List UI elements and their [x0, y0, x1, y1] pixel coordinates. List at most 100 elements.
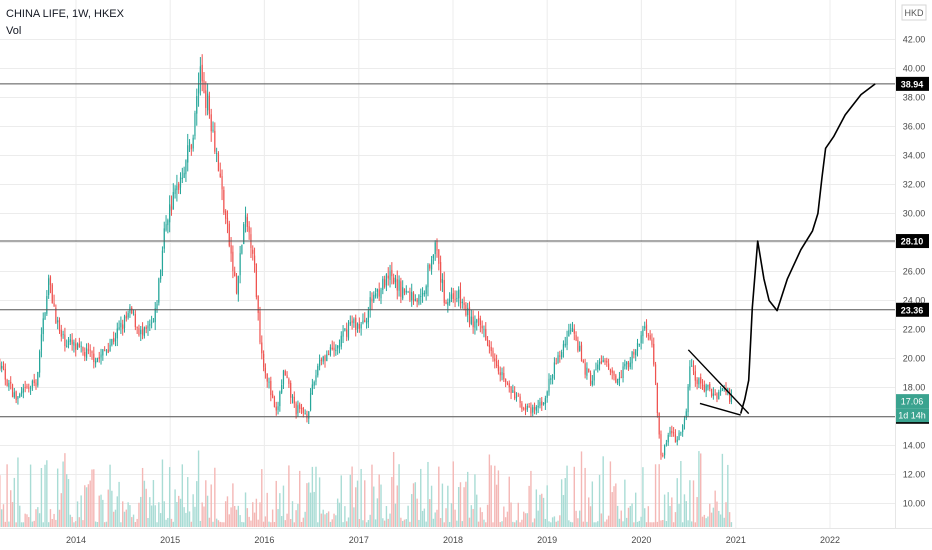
x-tick-label: 2018 [443, 535, 463, 545]
volume-bar [631, 503, 633, 527]
candle-body [479, 318, 481, 326]
candle-body [217, 153, 220, 172]
volume-bar [192, 494, 194, 527]
candle-body [138, 328, 140, 336]
candle-body [494, 358, 496, 362]
candle-body [145, 327, 147, 329]
volume-bar [434, 512, 436, 527]
volume-bar [411, 494, 413, 527]
volume-bar [38, 513, 41, 527]
volume-bar [340, 475, 342, 527]
candle-body [467, 308, 469, 316]
volume-bar [102, 499, 104, 527]
candle-body [611, 370, 613, 373]
candle-body [598, 361, 601, 365]
price-axis[interactable]: 42.0040.0038.0036.0034.0032.0030.0028.00… [903, 35, 926, 509]
volume-bar [692, 480, 695, 527]
trend-drawings[interactable] [687, 83, 876, 416]
candle-body [266, 373, 268, 382]
volume-bar [490, 465, 492, 527]
volume-bar [205, 480, 207, 527]
wedge-upper-trendline[interactable] [687, 349, 750, 415]
candle-body [241, 244, 243, 254]
volume-bar [705, 518, 707, 527]
candle-body [123, 316, 126, 329]
candle-body [49, 276, 52, 285]
candle-body [391, 269, 393, 277]
forecast-path[interactable] [739, 83, 876, 414]
volume-bar [662, 520, 664, 527]
volume-bar [2, 504, 5, 527]
candle-body [552, 374, 554, 379]
horizontal-lines[interactable] [0, 83, 895, 418]
volume-bar [66, 474, 68, 527]
volume-bar [85, 487, 88, 527]
candle-body [369, 297, 371, 310]
candle-body [51, 284, 53, 304]
candle-body [295, 403, 297, 415]
candle-body [385, 274, 388, 286]
candle-body [506, 383, 509, 385]
candle-body [253, 255, 256, 265]
candle-body [335, 349, 337, 352]
volume-bar [8, 521, 10, 527]
volume-bar [597, 521, 599, 527]
volume-bar [317, 522, 319, 527]
wedge-lower-trendline[interactable] [699, 402, 741, 416]
volume-bar [58, 509, 61, 527]
time-axis[interactable]: 2014 2015 2016 2017 2018 2019 2020 2021 2022 [66, 535, 840, 545]
candle-body [214, 130, 216, 152]
candle-body [682, 425, 684, 433]
candle-body [430, 259, 433, 270]
candle-body [268, 381, 270, 383]
candle-body [302, 407, 304, 414]
volume-bar [358, 519, 361, 527]
candle-body [407, 291, 409, 293]
candle-body [508, 383, 510, 388]
volume-bar [11, 502, 14, 527]
volume-bar [129, 505, 131, 527]
volume-bar [326, 512, 328, 527]
currency-box[interactable]: HKD [901, 4, 927, 21]
volume-bar [674, 512, 677, 527]
volume-bar [548, 521, 550, 527]
volume-bar [591, 481, 594, 527]
candle-body [170, 206, 173, 211]
candle-body [649, 335, 651, 340]
candle-body [20, 391, 23, 394]
volume-bar [324, 514, 326, 527]
volume-bar [689, 480, 691, 527]
candle-body [80, 345, 82, 347]
volume-bar [716, 501, 718, 527]
candle-body [624, 363, 626, 367]
volume-bar [183, 507, 185, 527]
candle-body [521, 403, 523, 410]
candle-body [622, 366, 624, 378]
candle-body [380, 289, 382, 299]
volume-bar [479, 507, 482, 527]
volume-bar [288, 465, 290, 527]
candle-body [712, 393, 714, 397]
candle-body [438, 249, 440, 264]
symbol-title[interactable]: CHINA LIFE, 1W, HKEX [6, 8, 124, 20]
candle-body [67, 341, 70, 345]
volume-bar [606, 519, 608, 527]
candle-body [299, 404, 301, 409]
volume-bar [625, 517, 628, 527]
x-tick-label: 2019 [537, 535, 557, 545]
volume-bar [51, 518, 53, 527]
volume-bar [199, 520, 202, 527]
candle-body [57, 320, 59, 323]
volume-bar [420, 468, 422, 527]
volume-bar [196, 481, 198, 527]
candle-body [225, 210, 227, 219]
volume-bar [687, 520, 689, 527]
candle-body [48, 278, 50, 296]
volume-bar [436, 509, 438, 527]
candle-body [66, 345, 68, 347]
volume-indicator-label[interactable]: Vol [6, 25, 22, 37]
candle-body [378, 289, 380, 297]
volume-bar [541, 493, 543, 527]
candle-body [196, 96, 198, 114]
